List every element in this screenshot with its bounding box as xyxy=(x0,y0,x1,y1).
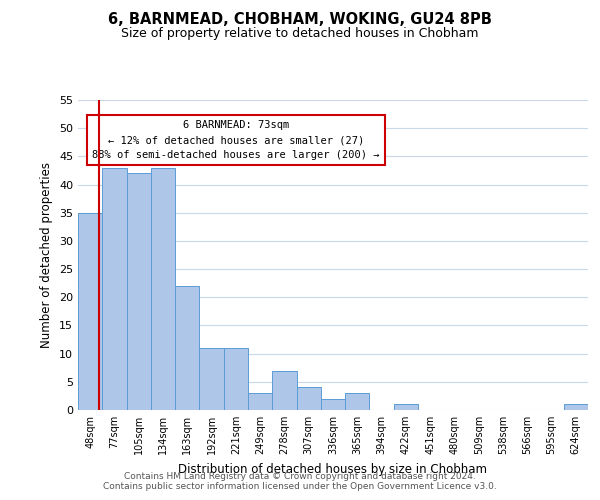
X-axis label: Distribution of detached houses by size in Chobham: Distribution of detached houses by size … xyxy=(179,462,487,475)
Bar xyxy=(199,348,224,410)
Bar xyxy=(224,348,248,410)
Text: 6 BARNMEAD: 73sqm
← 12% of detached houses are smaller (27)
88% of semi-detached: 6 BARNMEAD: 73sqm ← 12% of detached hous… xyxy=(92,120,380,160)
Bar xyxy=(175,286,199,410)
Bar xyxy=(151,168,175,410)
Text: Size of property relative to detached houses in Chobham: Size of property relative to detached ho… xyxy=(121,28,479,40)
Bar xyxy=(127,174,151,410)
Bar xyxy=(321,398,345,410)
Bar xyxy=(564,404,588,410)
Bar xyxy=(102,168,127,410)
Bar xyxy=(296,388,321,410)
Text: Contains public sector information licensed under the Open Government Licence v3: Contains public sector information licen… xyxy=(103,482,497,491)
Text: Contains HM Land Registry data © Crown copyright and database right 2024.: Contains HM Land Registry data © Crown c… xyxy=(124,472,476,481)
Bar xyxy=(248,393,272,410)
Bar xyxy=(78,212,102,410)
Bar xyxy=(272,370,296,410)
Bar xyxy=(345,393,370,410)
Y-axis label: Number of detached properties: Number of detached properties xyxy=(40,162,53,348)
Bar xyxy=(394,404,418,410)
Text: 6, BARNMEAD, CHOBHAM, WOKING, GU24 8PB: 6, BARNMEAD, CHOBHAM, WOKING, GU24 8PB xyxy=(108,12,492,28)
